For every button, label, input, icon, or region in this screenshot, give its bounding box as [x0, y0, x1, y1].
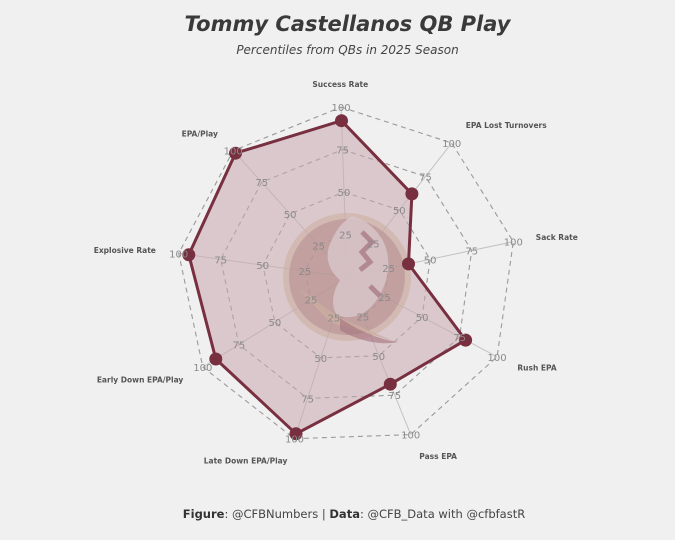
radar-tick-label: 100 [169, 249, 188, 260]
radar-axis-label: Success Rate [312, 80, 368, 89]
radar-tick-label: 100 [488, 353, 507, 364]
chart-title: Tommy Castellanos QB Play [184, 12, 511, 36]
radar-tick-label: 50 [424, 255, 437, 266]
radar-tick-label: 50 [269, 318, 282, 329]
radar-tick-label: 50 [284, 210, 297, 221]
radar-tick-label: 50 [372, 352, 385, 363]
radar-tick-label: 50 [393, 206, 406, 217]
radar-tick-label: 100 [504, 238, 523, 249]
radar-labels: 25 50 75 100 25 50 75 100 25 50 75 100 25 50 75 100 25 50… [94, 80, 578, 466]
radar-point [289, 427, 303, 441]
radar-tick-label: 25 [367, 240, 380, 251]
radar-point [383, 377, 397, 391]
radar-grid-ring [178, 106, 514, 440]
radar-tick-label: 100 [332, 103, 351, 114]
radar-tick-label: 100 [193, 363, 212, 374]
radar-tick-label: 25 [357, 312, 370, 323]
radar-point [229, 146, 242, 160]
radar-axis-label: Late Down EPA/Play [204, 457, 288, 466]
radar-axis-label: Early Down EPA/Play [97, 375, 184, 384]
radar-point [459, 333, 473, 347]
radar-tick-label: 25 [305, 296, 318, 307]
radar-tick-label: 100 [401, 431, 420, 442]
radar-tick-label: 75 [255, 178, 268, 189]
radar-axis-label: Rush EPA [517, 364, 556, 373]
radar-tick-label: 50 [338, 188, 351, 199]
figure-caption: Figure: @CFBNumbers | Data: @CFB_Data wi… [0, 507, 675, 521]
radar-tick-label: 75 [453, 333, 466, 344]
radar-tick-label: 75 [465, 247, 478, 258]
radar-point [182, 248, 196, 262]
radar-axis-label: Explosive Rate [94, 246, 156, 255]
radar-tick-label: 25 [378, 293, 391, 304]
chart-subtitle: Percentiles from QBs in 2025 Season [236, 43, 459, 57]
radar-point [405, 187, 419, 201]
radar-tick-label: 75 [388, 391, 401, 402]
radar-data [182, 114, 473, 441]
radar-tick-label: 75 [233, 341, 246, 352]
radar-tick-label: 50 [256, 261, 269, 272]
caption-data-value: : @CFB_Data with @cfbfastR [359, 507, 526, 521]
radar-axis-label: Pass EPA [419, 452, 457, 461]
radar-point [335, 114, 348, 128]
radar-tick-label: 100 [224, 147, 243, 158]
radar-tick-label: 25 [382, 264, 395, 275]
radar-tick-label: 75 [214, 255, 227, 266]
radar-tick-label: 50 [416, 313, 429, 324]
radar-tick-label: 75 [419, 173, 432, 184]
radar-tick-label: 25 [299, 267, 312, 278]
radar-tick-label: 25 [339, 231, 352, 242]
radar-point [209, 352, 223, 366]
caption-data-label: Data [329, 507, 360, 521]
radar-axis-label: Sack Rate [536, 233, 578, 242]
radar-series-area [187, 119, 468, 436]
radar-tick-label: 25 [328, 313, 341, 324]
radar-tick-label: 75 [301, 394, 314, 405]
radar-axis-label: EPA Lost Turnovers [466, 121, 547, 130]
radar-tick-label: 100 [285, 435, 304, 446]
radar-tick-label: 25 [312, 241, 325, 252]
radar-tick-label: 75 [336, 146, 349, 157]
caption-figure-value: : @CFBNumbers | [224, 507, 330, 521]
caption-figure-label: Figure [182, 507, 225, 521]
radar-grid-ring [220, 149, 473, 399]
radar-tick-label: 50 [314, 354, 327, 365]
radar-tick-label: 100 [442, 139, 461, 150]
radar-point [402, 257, 415, 271]
radar-axis-label: EPA/Play [182, 130, 218, 139]
